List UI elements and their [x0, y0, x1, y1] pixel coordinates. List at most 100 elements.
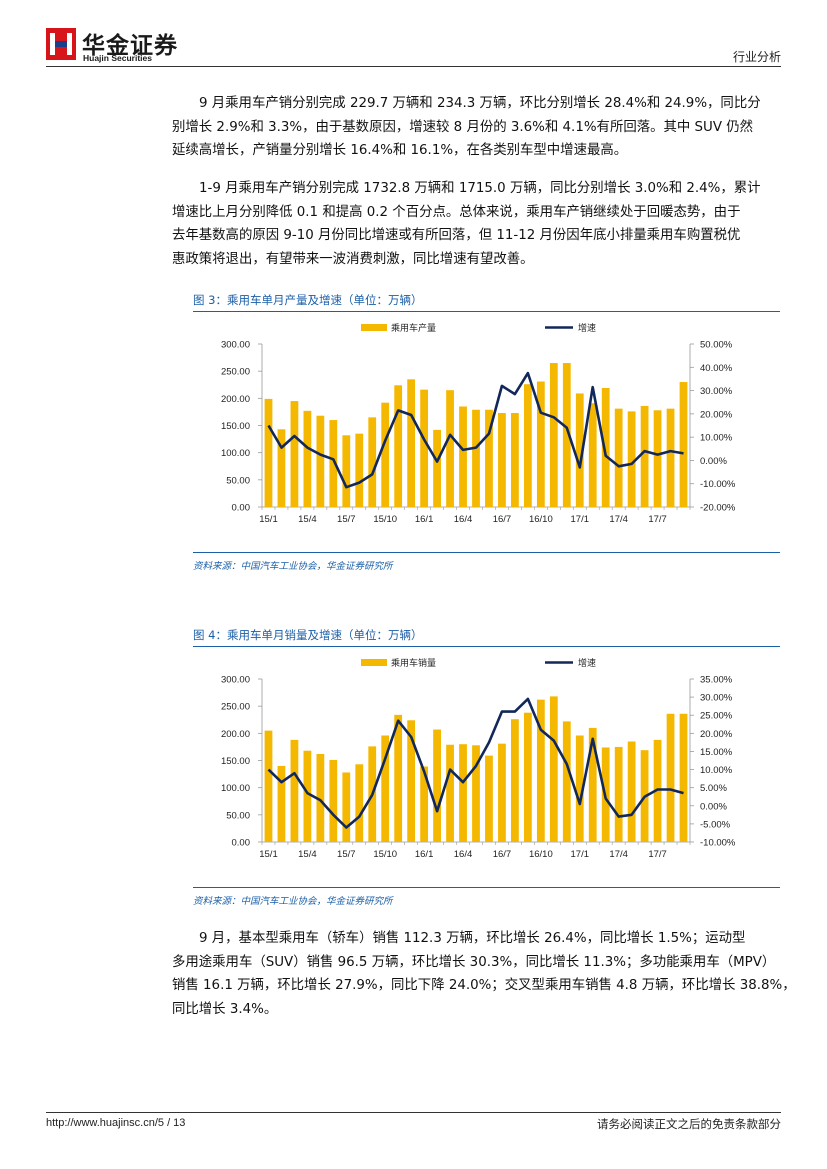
bar-15/7	[342, 772, 351, 842]
text-line: 去年基数高的原因 9-10 月份同比增速或有所回落，但 11-12 月份因年底小…	[172, 228, 741, 243]
website-link[interactable]: http://www.huajinsc.cn/	[46, 1117, 158, 1129]
bar-15/2	[277, 765, 286, 842]
text-line: 1-9 月乘用车产销分别完成 1732.8 万辆和 1715.0 万辆，同比分别…	[199, 181, 761, 196]
bar-17/5	[627, 741, 636, 842]
bar-16/11	[549, 696, 558, 842]
bar-16/12	[562, 363, 571, 507]
legend-line-label: 增速	[578, 322, 596, 333]
bar-16/6	[485, 409, 493, 507]
y-right-tick-label: 0.00%	[700, 456, 727, 467]
x-tick-label: 17/7	[648, 849, 667, 860]
x-tick-label: 17/4	[609, 849, 628, 860]
bar-16/8	[511, 413, 519, 507]
bar-17/4	[614, 408, 623, 507]
y-right-tick-label: 40.00%	[700, 363, 733, 374]
y-right-tick-label: 20.00%	[700, 409, 733, 420]
section-label: 行业分析	[732, 50, 781, 64]
growth-rate-line	[267, 697, 684, 829]
logo-chinese-name: 华金证券	[82, 33, 178, 59]
x-tick-label: 16/1	[415, 849, 434, 860]
x-tick-label: 16/4	[454, 514, 473, 525]
bar-15/12	[407, 379, 416, 507]
bar-17/4	[614, 746, 623, 842]
logo-english-name: Huajin Securities	[83, 53, 152, 63]
bar-16/5	[472, 409, 480, 507]
text-line: 9 月乘用车产销分别完成 229.7 万辆和 234.3 万辆，环比分别增长 2…	[199, 96, 761, 111]
x-tick-label: 17/1	[571, 849, 590, 860]
bar-16/10	[536, 381, 545, 507]
text-line: 惠政策将退出，有望带来一波消费刺激，同比增速有望改善。	[172, 251, 534, 267]
bar-15/11	[394, 385, 403, 507]
y-left-tick-label: 0.00	[232, 503, 251, 514]
bar-15/1	[264, 730, 273, 842]
bar-17/6	[640, 405, 649, 507]
bar-16/9	[523, 712, 532, 842]
footer-disclaimer: 请务必阅读正文之后的免责条款部分	[597, 1117, 781, 1131]
chart-svg: 乘用车产量 增速 0.00 50.00 100.00 150.00 200.00 250.00…	[221, 322, 736, 525]
figure-3-title: 图 3：乘用车单月产量及增速（单位：万辆）	[193, 293, 423, 307]
figure-4-title: 图 4：乘用车单月销量及增速（单位：万辆）	[193, 628, 423, 642]
legend-bar-swatch	[361, 659, 387, 666]
bar-15/12	[407, 720, 416, 842]
paragraph-september-sales-by-type: 9 月，基本型乘用车（轿车）销售 112.3 万辆，环比增长 26.4%，同比增…	[172, 927, 796, 1021]
legend-bar-label: 乘用车销量	[391, 657, 436, 668]
y-right-tick-label: 20.00%	[700, 729, 733, 740]
x-tick-label: 15/7	[337, 849, 356, 860]
x-tick-label: 16/4	[454, 849, 473, 860]
x-tick-label: 16/10	[529, 514, 553, 525]
y-left-tick-label: 300.00	[221, 675, 250, 686]
bar-15/10	[381, 735, 390, 842]
bar-17/1	[575, 393, 584, 507]
y-right-tick-label: 15.00%	[700, 747, 733, 758]
y-left-tick-label: 50.00	[226, 475, 250, 486]
y-left-tick-label: 250.00	[221, 702, 250, 713]
y-right-tick-label: 50.00%	[700, 340, 733, 351]
bar-17/1	[575, 735, 584, 842]
y-right-tick-label: -10.00%	[700, 479, 736, 490]
y-left-tick-label: 50.00	[226, 810, 250, 821]
y-left-tick-label: 200.00	[221, 394, 250, 405]
bar-15/3	[290, 739, 299, 842]
y-right-tick-label: 5.00%	[700, 783, 727, 794]
bar-17/5	[627, 411, 636, 507]
bar-15/9	[368, 417, 377, 507]
bar-15/2	[277, 429, 286, 507]
footer-divider	[46, 1112, 781, 1113]
y-right-tick-label: -20.00%	[700, 503, 736, 514]
page-number: 5 / 13	[157, 1117, 186, 1129]
x-tick-label: 15/4	[298, 849, 317, 860]
bar-16/7	[498, 413, 506, 507]
y-right-tick-label: 35.00%	[700, 675, 733, 686]
bar-17/9	[679, 713, 688, 842]
x-tick-label: 15/1	[259, 514, 278, 525]
text-line: 同比增长 3.4%。	[172, 1001, 278, 1017]
x-tick-label: 16/7	[493, 849, 512, 860]
bar-15/5	[316, 753, 325, 842]
bar-16/12	[562, 721, 571, 842]
bar-16/4	[459, 406, 467, 507]
figure-4-bottom-rule	[193, 887, 780, 888]
x-tick-label: 15/10	[373, 849, 397, 860]
legend-bar-swatch	[361, 324, 387, 331]
growth-rate-line	[267, 371, 684, 489]
y-right-tick-label: 10.00%	[700, 765, 733, 776]
bar-17/2	[588, 403, 597, 507]
bar-16/1	[420, 389, 429, 507]
y-left-tick-label: 200.00	[221, 729, 250, 740]
bar-16/1	[420, 766, 429, 842]
page-header: 华金证券 Huajin Securities 行业分析	[46, 26, 781, 66]
footer-url-page: http://www.huajinsc.cn/5 / 13	[46, 1117, 185, 1129]
huajin-logo-icon	[46, 28, 76, 60]
y-left-tick-label: 0.00	[232, 838, 251, 849]
y-left-tick-label: 100.00	[221, 783, 250, 794]
x-tick-label: 17/4	[609, 514, 628, 525]
header-divider	[46, 66, 781, 67]
bar-15/8	[355, 764, 364, 842]
bar-16/4	[459, 744, 467, 842]
text-line: 销售 16.1 万辆，环比增长 27.9%，同比下降 24.0%；交叉型乘用车销…	[172, 978, 796, 993]
bar-15/8	[355, 433, 364, 507]
figure-3-bottom-rule	[193, 552, 780, 553]
bar-16/9	[523, 384, 532, 507]
bar-16/3	[446, 744, 454, 842]
x-tick-label: 15/4	[298, 514, 317, 525]
